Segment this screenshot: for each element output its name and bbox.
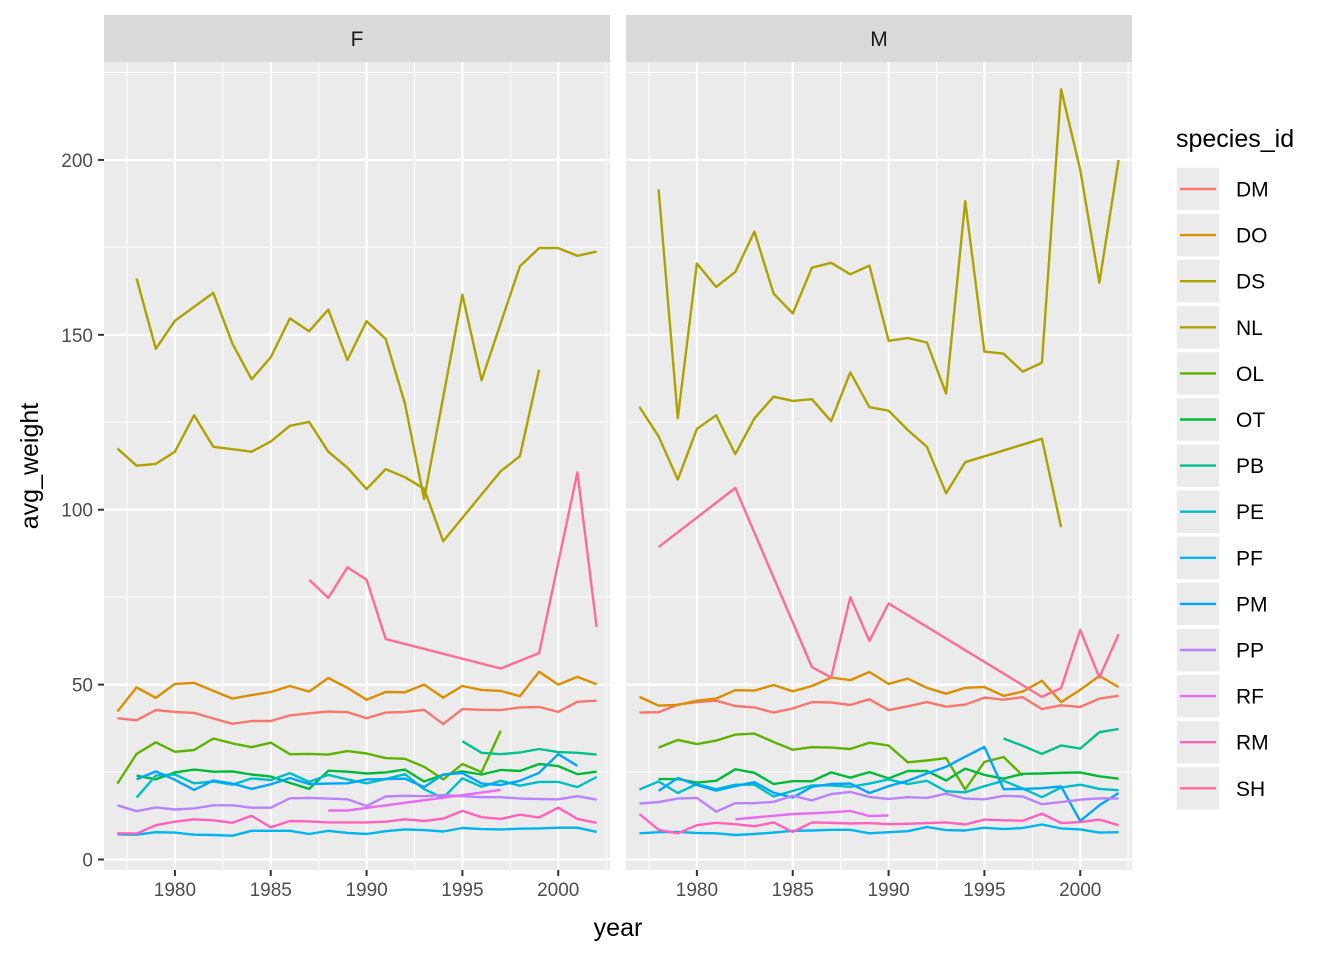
legend-label: PF bbox=[1236, 547, 1263, 570]
legend-item-pf: PF bbox=[1175, 535, 1263, 581]
legend-item-pm: PM bbox=[1175, 581, 1268, 627]
legend-item-pp: PP bbox=[1175, 627, 1264, 673]
series-line-pf bbox=[639, 823, 1119, 837]
facet-panel-m: M 1980 1985 1990 1995 2000 bbox=[626, 15, 1132, 901]
legend-item-rf: RF bbox=[1175, 673, 1264, 719]
series-line-dm bbox=[639, 694, 1119, 714]
series-line-do bbox=[638, 670, 1120, 707]
series-line-ol bbox=[116, 730, 502, 785]
series-line-dm bbox=[117, 699, 597, 726]
legend-item-do: DO bbox=[1175, 212, 1268, 258]
series-line-rf bbox=[328, 788, 501, 812]
facet-strip-label: F bbox=[351, 28, 364, 51]
series-line-pm bbox=[136, 753, 579, 792]
legend-label: NL bbox=[1236, 317, 1263, 340]
series-line-rm bbox=[117, 806, 597, 835]
legend-label: PE bbox=[1236, 501, 1264, 524]
legend-label: PP bbox=[1236, 640, 1264, 663]
series-line-ot bbox=[136, 762, 597, 791]
legend: species_id DM DO DS NL OL OT PB PE PF PM PP RF RM SH bbox=[1175, 125, 1294, 812]
series-line-nl bbox=[657, 88, 1120, 420]
series-line-do bbox=[116, 670, 598, 713]
legend-item-pe: PE bbox=[1175, 488, 1264, 535]
legend-title: species_id bbox=[1176, 125, 1294, 153]
legend-label: DS bbox=[1236, 271, 1265, 294]
legend-item-ds: DS bbox=[1175, 258, 1265, 304]
legend-item-rm: RM bbox=[1175, 719, 1269, 765]
series-line-ds bbox=[116, 369, 541, 543]
facet-panels: F 1980 1985 1990 1995 2000 0 50 100 150 200 M 1980 19… bbox=[61, 15, 1132, 901]
panel-background bbox=[104, 62, 610, 870]
series-line-ol bbox=[658, 732, 1024, 791]
legend-item-nl: NL bbox=[1175, 304, 1263, 351]
series-line-rm bbox=[638, 812, 1119, 835]
series-line-sh bbox=[308, 471, 598, 670]
x-tick-label: 1980 bbox=[676, 880, 718, 901]
series-line-pp bbox=[117, 793, 597, 813]
series-line-sh bbox=[657, 486, 1120, 699]
x-axis-title: year bbox=[594, 914, 643, 942]
series-line-pf bbox=[117, 826, 597, 837]
x-tick-label: 1990 bbox=[867, 880, 909, 901]
series-line-pb bbox=[461, 740, 597, 756]
legend-label: PB bbox=[1236, 455, 1264, 478]
legend-label: RF bbox=[1236, 686, 1264, 709]
x-tick-label: 1980 bbox=[154, 880, 196, 901]
facet-strip bbox=[626, 15, 1132, 62]
series-line-nl bbox=[135, 246, 597, 501]
x-tick-label: 1995 bbox=[963, 880, 1005, 901]
legend-label: PM bbox=[1236, 593, 1268, 616]
x-tick-label: 1985 bbox=[250, 880, 292, 901]
series-line-pm bbox=[657, 745, 1120, 823]
y-tick-label: 0 bbox=[82, 851, 93, 872]
x-tick-label: 1985 bbox=[772, 880, 814, 901]
legend-label: RM bbox=[1236, 732, 1269, 755]
series-line-ds bbox=[638, 371, 1063, 528]
y-tick-label: 50 bbox=[72, 676, 93, 697]
legend-label: DM bbox=[1236, 179, 1269, 202]
series-line-pb bbox=[1003, 727, 1119, 756]
y-tick-label: 150 bbox=[61, 326, 93, 347]
legend-item-ol: OL bbox=[1175, 350, 1264, 397]
series-line-pe bbox=[638, 778, 1119, 799]
x-tick-label: 2000 bbox=[1059, 880, 1101, 901]
y-axis-title: avg_weight bbox=[16, 403, 44, 530]
y-tick-label: 100 bbox=[61, 501, 93, 522]
legend-label: OT bbox=[1236, 409, 1265, 432]
facet-strip-label: M bbox=[870, 28, 888, 51]
facet-strip bbox=[104, 15, 610, 62]
x-tick-label: 1990 bbox=[345, 880, 387, 901]
legend-label: OL bbox=[1236, 363, 1264, 386]
legend-label: SH bbox=[1236, 778, 1265, 801]
legend-item-pb: PB bbox=[1175, 442, 1264, 489]
series-line-pp bbox=[639, 790, 1119, 813]
legend-item-sh: SH bbox=[1175, 765, 1265, 812]
y-tick-label: 200 bbox=[61, 151, 93, 172]
legend-item-dm: DM bbox=[1175, 166, 1269, 212]
legend-item-ot: OT bbox=[1175, 396, 1265, 443]
x-tick-label: 1995 bbox=[441, 880, 483, 901]
legend-label: DO bbox=[1236, 225, 1268, 248]
facet-panel-f: F 1980 1985 1990 1995 2000 0 50 100 150 200 bbox=[61, 15, 610, 901]
series-line-rf bbox=[735, 809, 889, 821]
x-tick-label: 2000 bbox=[537, 880, 579, 901]
